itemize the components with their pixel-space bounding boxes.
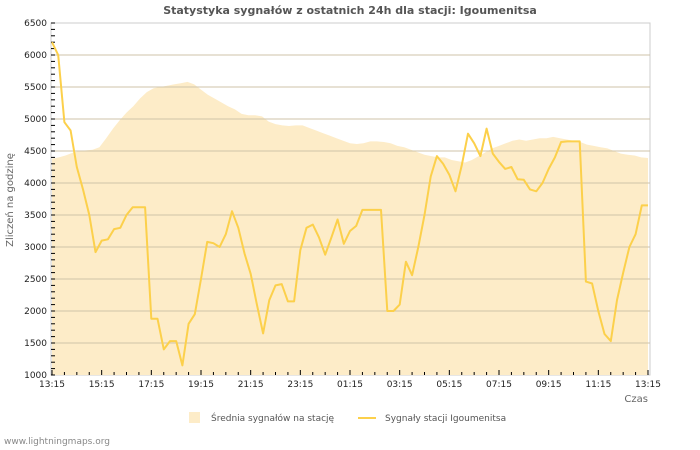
plot-area: 1000 1500 2000 2500 3000 3500 4000 4500 5000 5500…	[24, 19, 661, 390]
y-tick-label: 1500	[24, 339, 47, 349]
chart-title: Statystyka sygnałów z ostatnich 24h dla …	[163, 4, 537, 17]
y-tick-label: 5500	[24, 83, 47, 93]
legend: Średnia sygnałów na stację Sygnały stacj…	[189, 412, 506, 424]
footer-credit: www.lightningmaps.org	[4, 437, 110, 447]
station-signal-line	[51, 41, 648, 367]
legend-line-label: Sygnały stacji Igoumenitsa	[385, 414, 506, 424]
x-tick-label: 13:15	[39, 380, 65, 390]
x-tick-label: 03:15	[387, 380, 413, 390]
legend-area-swatch	[189, 412, 200, 423]
y-axis-label: Zliczeń na godzinę	[4, 153, 16, 247]
y-tick-label: 4500	[24, 147, 47, 157]
legend-area-label: Średnia sygnałów na stację	[211, 412, 335, 424]
y-tick-label: 2000	[24, 307, 47, 317]
y-tick-label: 6000	[24, 51, 47, 61]
x-tick-label: 15:15	[89, 380, 115, 390]
x-tick-label: 17:15	[138, 380, 164, 390]
x-tick-label: 23:15	[287, 380, 313, 390]
x-tick-label: 11:15	[585, 380, 611, 390]
x-tick-label: 07:15	[486, 380, 512, 390]
y-tick-label: 5000	[24, 115, 47, 125]
x-tick-label: 05:15	[436, 380, 462, 390]
x-tick-label: 09:15	[536, 380, 562, 390]
y-tick-label: 3000	[24, 243, 47, 253]
x-tick-label: 13:15	[635, 380, 661, 390]
average-area	[52, 81, 648, 376]
x-tick-label: 19:15	[188, 380, 214, 390]
x-tick-label: 01:15	[337, 380, 363, 390]
y-tick-label: 2500	[24, 275, 47, 285]
y-tick-label: 4000	[24, 179, 47, 189]
x-axis-label: Czas	[624, 394, 648, 405]
y-tick-label: 1000	[24, 371, 47, 381]
x-tick-label: 21:15	[238, 380, 264, 390]
y-tick-label: 6500	[24, 19, 47, 29]
y-tick-label: 3500	[24, 211, 47, 221]
